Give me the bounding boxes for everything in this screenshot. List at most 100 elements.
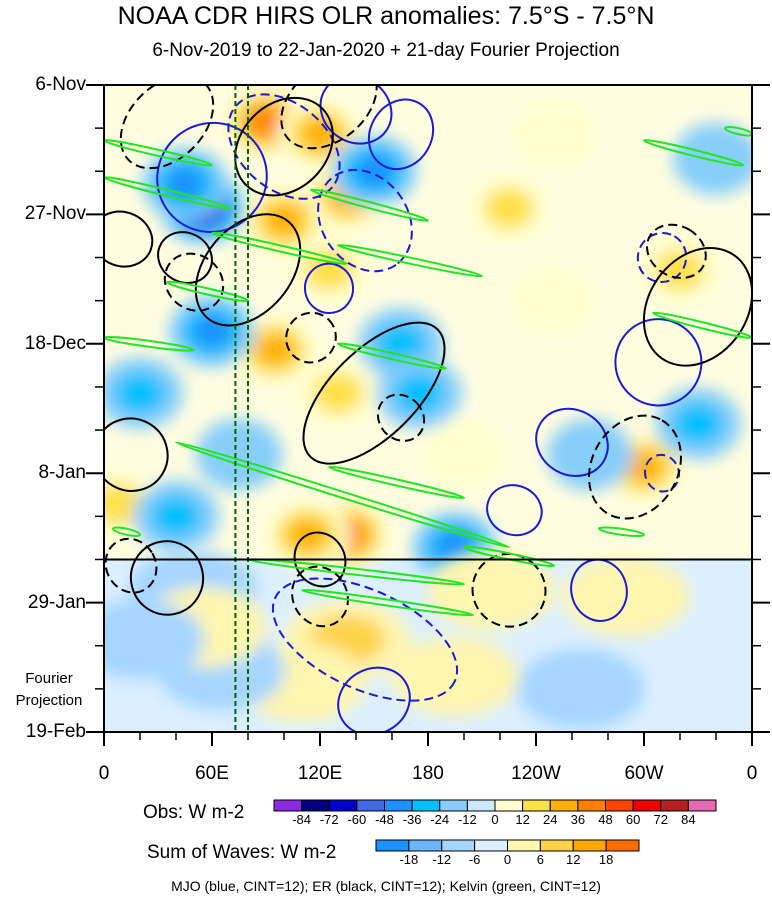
mjo-contour	[570, 558, 628, 622]
kelvin-contour	[174, 441, 511, 549]
mjo-contour	[367, 98, 435, 171]
er-contour	[646, 223, 707, 280]
kelvin-contour	[104, 335, 196, 352]
mjo-contour	[303, 262, 355, 314]
obs-colorbar-swatch	[577, 799, 606, 812]
er-contour	[588, 414, 682, 520]
waves-colorbar-swatch	[441, 839, 476, 852]
y-tick-label: 29-Jan	[27, 591, 86, 613]
x-tick-label: 60W	[624, 763, 664, 784]
x-tick-label: 0	[98, 763, 110, 784]
x-tick-label: 120W	[511, 763, 561, 784]
obs-colorbar-label: 24	[543, 812, 558, 827]
obs-colorbar-label: -24	[430, 812, 450, 827]
er-contour	[104, 210, 154, 268]
kelvin-contour	[597, 526, 646, 538]
er-contour	[471, 552, 547, 628]
waves-colorbar-swatch	[572, 839, 607, 852]
wave-contours	[104, 85, 752, 732]
obs-colorbar-label: -48	[375, 812, 394, 827]
er-contour	[104, 537, 158, 594]
fourier-projection-label: Fourier Projection	[4, 668, 94, 712]
y-tick-label: 6-Nov	[35, 74, 86, 95]
anomaly-blob	[420, 418, 508, 491]
er-contour	[376, 393, 426, 442]
anomaly-blob	[654, 248, 706, 291]
anomaly-blob	[483, 187, 535, 230]
obs-colorbar-label: -72	[319, 812, 339, 827]
mjo-contour	[486, 484, 543, 537]
waves-colorbar-swatch	[474, 839, 508, 852]
colorbars	[273, 799, 717, 852]
mjo-contour	[636, 232, 688, 284]
kelvin-contour	[104, 176, 232, 210]
anomaly-blob	[510, 98, 598, 171]
obs-colorbar-label: 36	[570, 812, 586, 827]
obs-colorbar-swatch	[301, 799, 330, 812]
obs-colorbar-swatch	[687, 799, 717, 812]
kelvin-contour	[327, 465, 466, 500]
chart-title: NOAA CDR HIRS OLR anomalies: 7.5°S - 7.5…	[117, 2, 655, 30]
mjo-contour	[271, 577, 459, 702]
anomaly-blob	[375, 322, 427, 365]
mjo-contour	[643, 453, 681, 493]
kelvin-contour	[642, 139, 745, 167]
er-contour	[163, 252, 225, 312]
mjo-contour	[317, 168, 413, 273]
obs-colorbar-label: -60	[347, 812, 367, 827]
projection-blob	[391, 636, 519, 717]
chart-subtitle: 6-Nov-2019 to 22-Jan-2020 + 21-day Fouri…	[152, 40, 620, 61]
waves-colorbar-label: -12	[432, 852, 452, 867]
anomaly-blob	[546, 418, 634, 491]
waves-colorbar-label: 6	[536, 852, 544, 867]
anomaly-blob	[255, 333, 295, 366]
mjo-contour	[227, 93, 341, 200]
mjo-contour	[614, 318, 703, 407]
kelvin-contour	[309, 188, 430, 222]
obs-colorbar-swatch	[328, 799, 358, 812]
projection-blob	[427, 550, 555, 631]
obs-anomaly-blobs	[104, 85, 752, 584]
kelvin-contour	[336, 243, 484, 278]
fourier-label-line1: Fourier	[25, 670, 73, 687]
er-contour	[642, 247, 752, 367]
anomaly-blob	[624, 451, 664, 484]
x-tick-label: 0	[746, 763, 758, 784]
er-contour	[302, 321, 446, 465]
mjo-contour	[535, 407, 609, 477]
anomaly-blob	[312, 372, 364, 415]
obs-colorbar-swatch	[273, 799, 303, 812]
x-tick-label: 180	[412, 763, 444, 784]
waves-colorbar-label: 18	[598, 852, 614, 867]
obs-colorbar-swatch	[549, 799, 579, 812]
anomaly-blob	[393, 372, 445, 415]
anomaly-blob	[249, 108, 283, 136]
projection-blob	[104, 599, 204, 680]
caption: MJO (blue, CINT=12); ER (black, CINT=12)…	[171, 878, 601, 894]
projection-blob	[517, 648, 645, 729]
obs-colorbar-swatch	[411, 799, 441, 812]
fourier-label-line2: Projection	[15, 692, 83, 709]
anomaly-blob	[672, 402, 724, 445]
er-contour	[194, 213, 302, 327]
kelvin-contour	[210, 231, 349, 265]
y-tick-label: 27-Nov	[24, 203, 86, 225]
kelvin-contour	[336, 342, 448, 370]
mjo-contour	[319, 85, 393, 145]
y-tick-label: 19-Feb	[25, 721, 86, 742]
anomaly-blob	[672, 122, 752, 195]
y-tick-label: 18-Dec	[24, 332, 86, 354]
x-tick-label: 120E	[297, 763, 343, 784]
anomaly-blob	[150, 495, 202, 538]
mjo-contour	[337, 666, 411, 732]
anomaly-blob	[192, 315, 232, 348]
kelvin-contour	[165, 280, 250, 303]
waves-colorbar-label: 12	[566, 852, 581, 867]
waves-colorbar-swatch	[375, 839, 410, 852]
obs-colorbar-label: 0	[491, 812, 499, 827]
kelvin-contour	[111, 526, 142, 537]
obs-colorbar-label: 48	[598, 812, 613, 827]
er-contour	[119, 85, 215, 170]
obs-colorbar-swatch	[439, 799, 468, 812]
obs-colorbar-label: 12	[515, 812, 530, 827]
